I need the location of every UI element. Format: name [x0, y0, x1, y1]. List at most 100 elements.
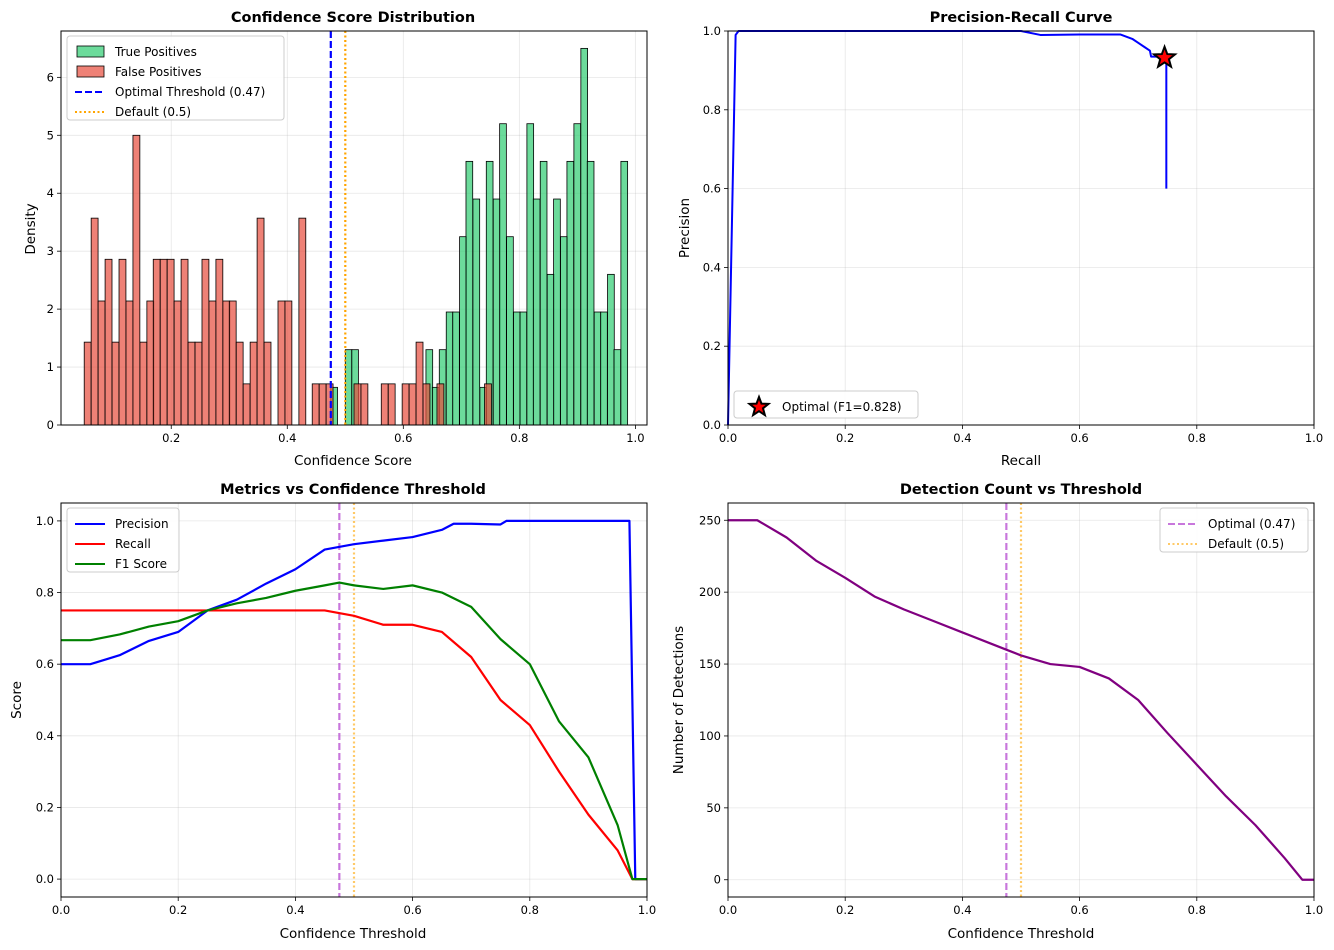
x-tick-label: 0.0 [719, 431, 737, 445]
y-tick-label: 0.6 [36, 657, 54, 671]
x-tick-label: 0.2 [162, 431, 180, 445]
true-positive-bar [607, 273, 615, 426]
x-tick-label: 0.4 [953, 903, 971, 917]
false-positive-bar [401, 383, 410, 426]
y-tick-label: 100 [699, 729, 721, 743]
false-positive-bar [132, 134, 141, 426]
false-positive-bar [97, 300, 106, 426]
x-tick-label: 1.0 [1305, 431, 1323, 445]
true-positive-bar [546, 273, 555, 426]
y-tick-label: 0.6 [703, 182, 721, 196]
false-positive-bar [408, 383, 417, 426]
true-positive-bar [499, 123, 507, 426]
pr-curve-line [727, 30, 1168, 426]
false-positive-bar [311, 383, 320, 426]
legend-box [1159, 507, 1309, 553]
y-tick-label: 0.8 [703, 103, 721, 117]
metrics-threshold-panel: Metrics vs Confidence Threshold Confiden… [9, 482, 656, 942]
x-tick-label: 0.0 [52, 903, 70, 917]
y-tick-label: 0.0 [36, 872, 54, 886]
true-positive-bar [566, 160, 575, 426]
false-positive-bar [284, 300, 293, 426]
x-tick-label: 0.8 [510, 431, 528, 445]
y-tick-label: 4 [47, 186, 54, 200]
x-tick-label: 0.6 [394, 431, 412, 445]
recall-line [61, 609, 647, 881]
true-positive-bar [532, 198, 541, 426]
false-positive-bar [194, 341, 203, 426]
false-positive-bar [235, 341, 244, 426]
y-tick-label: 1.0 [703, 24, 721, 38]
x-axis-label: Confidence Score [294, 453, 412, 469]
false-positive-bar [125, 300, 134, 426]
false-positive-bar [180, 258, 189, 426]
x-axis-label: Recall [1001, 453, 1041, 469]
x-tick-label: 0.6 [1070, 903, 1088, 917]
false-positive-bar [277, 300, 286, 426]
true-positive-bar [593, 311, 602, 426]
false-positive-bar [118, 258, 127, 426]
y-axis-label: Score [9, 681, 25, 719]
x-tick-label: 0.4 [953, 431, 971, 445]
true-positive-bar [553, 198, 561, 426]
false-positive-bar [325, 383, 334, 426]
false-positive-bar [166, 258, 175, 426]
true-positive-bar [445, 311, 454, 426]
true-positive-bar [580, 47, 588, 426]
x-tick-label: 1.0 [1305, 903, 1323, 917]
y-tick-label: 0.2 [36, 800, 54, 814]
y-tick-label: 50 [706, 801, 721, 815]
y-tick-label: 2 [47, 302, 54, 316]
legend-label: Precision [115, 517, 169, 531]
legend-swatch [76, 45, 105, 58]
false-positive-bar [215, 258, 224, 426]
x-tick-label: 0.2 [836, 431, 854, 445]
false-positive-bar [298, 217, 307, 426]
x-tick-label: 0.8 [1188, 903, 1206, 917]
true-positive-bar [600, 311, 608, 426]
detection-count-panel: Detection Count vs Threshold Confidence … [671, 482, 1323, 942]
x-tick-label: 0.4 [278, 431, 296, 445]
y-tick-label: 0.4 [36, 729, 54, 743]
false-positive-bar [146, 300, 155, 426]
false-positive-bar [249, 341, 258, 426]
precision-recall-panel: Precision-Recall Curve Recall Precision … [677, 10, 1323, 469]
false-positive-bar [173, 300, 182, 426]
true-positive-bar [613, 349, 622, 426]
false-positive-bar [104, 258, 113, 426]
x-tick-label: 0.0 [719, 903, 737, 917]
legend-label: Optimal Threshold (0.47) [115, 85, 265, 99]
chart-title: Precision-Recall Curve [930, 10, 1113, 26]
y-axis-label: Number of Detections [671, 626, 687, 774]
chart-title: Metrics vs Confidence Threshold [220, 482, 486, 498]
legend-box [733, 390, 919, 419]
y-tick-label: 0.0 [703, 418, 721, 432]
false-positive-bar [159, 258, 168, 426]
y-axis-label: Precision [677, 198, 693, 258]
false-positive-bar [90, 217, 99, 426]
x-axis-label: Confidence Threshold [948, 926, 1095, 942]
false-positive-bar [422, 383, 431, 426]
true-positive-bar [513, 311, 521, 426]
true-positive-bar [560, 236, 568, 426]
detection-count-line [728, 519, 1314, 881]
false-positive-bar [228, 300, 237, 426]
legend-label: Optimal (F1=0.828) [782, 400, 902, 414]
y-tick-label: 250 [699, 513, 721, 527]
true-positive-bar [492, 198, 501, 426]
legend-label: Optimal (0.47) [1208, 517, 1295, 531]
true-positive-bar [465, 160, 474, 426]
y-tick-label: 6 [47, 70, 54, 84]
x-tick-label: 0.8 [521, 903, 539, 917]
true-positive-bar [506, 236, 514, 426]
legend-label: False Positives [115, 65, 201, 79]
false-positive-bar [318, 383, 327, 426]
false-positive-bar [83, 341, 92, 426]
y-tick-label: 3 [47, 244, 54, 258]
false-positive-bar [415, 341, 424, 426]
false-positive-bar [139, 341, 148, 426]
x-tick-label: 1.0 [626, 431, 644, 445]
false-positive-bar [484, 383, 492, 426]
x-tick-label: 0.2 [169, 903, 187, 917]
chart-title: Detection Count vs Threshold [900, 482, 1142, 498]
